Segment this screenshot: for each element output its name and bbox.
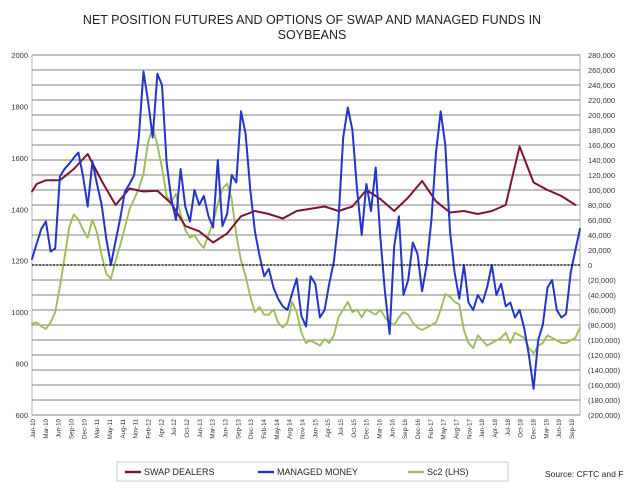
x-tick-label: Aug-17: [454, 418, 461, 439]
right-tick-label: (120,000): [588, 351, 621, 360]
x-tick-label: Sep-10: [69, 418, 76, 439]
x-tick-label: Dec-13: [248, 418, 255, 439]
right-tick-label: 260,000: [588, 66, 615, 75]
x-tick-label: Oct-15: [351, 418, 358, 437]
x-axis: Jan-10 Mar-10 Jun-10 Sep-10 Dec-10 Mar-11 May-…: [30, 418, 576, 439]
legend-managed-label: MANAGED MONEY: [277, 467, 358, 477]
right-tick-label: (180,000): [588, 396, 621, 405]
legend: SWAP DEALERS MANAGED MONEY Sc2 (LHS): [116, 461, 509, 482]
right-tick-label: 100,000: [588, 186, 615, 195]
x-tick-label: May-17: [441, 418, 448, 439]
x-tick-label: Jul-12: [171, 418, 178, 435]
right-tick-label: 220,000: [588, 96, 615, 105]
x-tick-label: Sep-19: [569, 418, 576, 439]
right-tick-label: 0: [588, 261, 592, 270]
right-tick-label: (100,000): [588, 336, 621, 345]
right-tick-label: 280,000: [588, 51, 615, 60]
x-tick-label: Oct-18: [518, 418, 525, 437]
x-tick-label: Mar-10: [43, 418, 50, 438]
right-tick-label: 20,000: [588, 246, 611, 255]
x-tick-label: Nov-11: [133, 418, 140, 438]
left-tick-label: 1000: [11, 308, 28, 317]
legend-box: [116, 461, 509, 482]
series-layer: [31, 70, 581, 390]
x-tick-label: Jul-15: [338, 418, 345, 435]
right-tick-label: (80,000): [588, 321, 616, 330]
right-tick-label: 40,000: [588, 231, 611, 240]
left-tick-label: 1400: [11, 205, 28, 214]
right-tick-label: (140,000): [588, 366, 621, 375]
x-tick-label: Mar-11: [94, 418, 101, 438]
x-tick-label: Mar-19: [543, 418, 550, 438]
series-line-swap-dealers: [31, 145, 577, 244]
x-tick-label: Aug-14: [287, 418, 294, 439]
source-note: Source: CFTC and FI: [545, 469, 624, 479]
right-tick-label: 120,000: [588, 171, 615, 180]
x-tick-label: May-11: [107, 418, 114, 439]
x-tick-label: Jan-18: [479, 418, 486, 437]
x-tick-label: Jan-15: [312, 418, 319, 437]
legend-swap-label: SWAP DEALERS: [144, 467, 215, 477]
x-tick-label: Jun-13: [223, 418, 230, 437]
right-tick-label: (60,000): [588, 306, 616, 315]
x-tick-label: Apr-15: [325, 418, 332, 437]
x-tick-label: Apr-12: [158, 418, 165, 437]
x-tick-label: Feb-12: [146, 418, 153, 438]
x-tick-label: Jun-16: [389, 418, 396, 437]
x-tick-label: Dec-18: [531, 418, 538, 439]
x-tick-label: Mar-16: [377, 418, 384, 438]
series-line-managed-money: [31, 70, 581, 390]
right-tick-label: 240,000: [588, 81, 615, 90]
right-tick-label: 160,000: [588, 141, 615, 150]
left-tick-label: 800: [15, 360, 28, 369]
chart-title-line2: SOYBEANS: [278, 28, 347, 42]
right-tick-label: 60,000: [588, 216, 611, 225]
x-tick-label: Apr-18: [492, 418, 499, 437]
right-tick-label: (160,000): [588, 381, 621, 390]
x-tick-label: Nov-14: [300, 418, 307, 439]
x-tick-label: Jun-19: [556, 418, 563, 437]
x-tick-label: Nov-17: [466, 418, 473, 439]
chart-title-line1: NET POSITION FUTURES AND OPTIONS OF SWAP…: [83, 13, 541, 27]
x-tick-label: Dec-15: [364, 418, 371, 439]
left-tick-label: 1800: [11, 102, 28, 111]
left-axis: 600 800 1000 1200 1400 1600 1800 2000: [11, 51, 28, 420]
x-tick-label: Dec-16: [415, 418, 422, 439]
left-tick-label: 600: [15, 411, 28, 420]
x-tick-label: Sep-13: [235, 418, 242, 439]
left-tick-label: 1200: [11, 257, 28, 266]
right-tick-label: 200,000: [588, 111, 615, 120]
right-tick-label: 140,000: [588, 156, 615, 165]
plot-frame: [31, 54, 581, 416]
x-tick-label: May-14: [274, 418, 281, 439]
x-tick-label: Jul-18: [505, 418, 512, 435]
x-tick-label: Jan-13: [197, 418, 204, 437]
legend-sc2-label: Sc2 (LHS): [427, 467, 469, 477]
right-axis: 280,000 260,000 240,000 220,000 200,000 180,0…: [588, 51, 621, 420]
right-tick-label: 180,000: [588, 126, 615, 135]
x-tick-label: Mar-13: [210, 418, 217, 438]
right-tick-label: (200,000): [588, 411, 621, 420]
left-tick-label: 1600: [11, 154, 28, 163]
x-tick-label: Aug-11: [120, 418, 127, 438]
x-tick-label: Feb-14: [261, 418, 268, 438]
right-tick-label: 80,000: [588, 201, 611, 210]
x-tick-label: Oct-12: [184, 418, 191, 437]
x-tick-label: Feb-17: [428, 418, 435, 438]
left-tick-label: 2000: [11, 51, 28, 60]
x-tick-label: Dec-10: [81, 418, 88, 439]
right-tick-label: (20,000): [588, 276, 616, 285]
x-tick-label: Jan-10: [30, 418, 37, 437]
grid: [31, 54, 581, 416]
x-tick-label: Sep-16: [402, 418, 409, 439]
x-tick-label: Jun-10: [56, 418, 63, 437]
right-tick-label: (40,000): [588, 291, 616, 300]
series-line-sc2-lhs: [31, 126, 581, 355]
